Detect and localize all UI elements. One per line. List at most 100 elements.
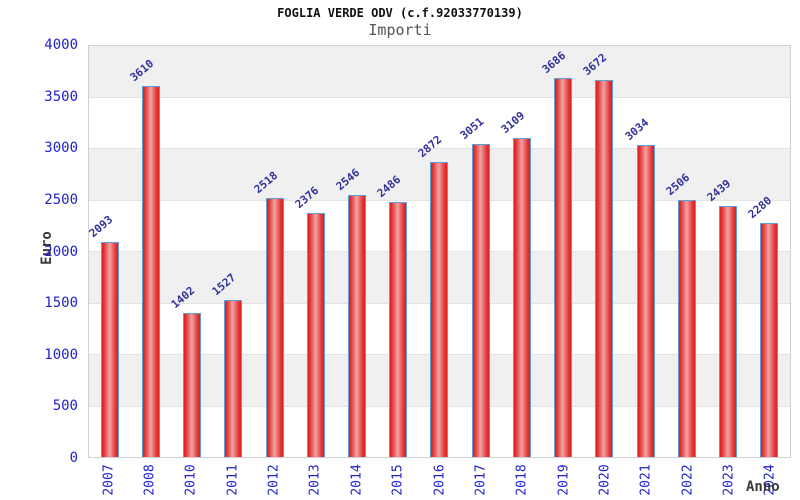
bars-container: 2093 3610 1402 1527 2518 2376 2546 2486 2872 3051…	[86, 46, 790, 457]
x-tick-label: 2019	[556, 464, 572, 496]
bar-2019: 3686	[540, 49, 573, 457]
bar-2013: 2376	[292, 184, 325, 457]
chart-title: FOGLIA VERDE ODV (c.f.92033770139)	[277, 6, 523, 20]
bar-slot: 2518	[251, 46, 295, 457]
y-tick-label: 1000	[44, 346, 78, 363]
bar-2016: 2872	[416, 133, 449, 457]
bar-slot: 2376	[292, 46, 336, 457]
bar-slot: 3610	[127, 46, 171, 457]
bar-value-label: 1402	[168, 283, 198, 311]
x-tick-label: 2007	[101, 464, 117, 496]
x-tick-slot: 2022	[667, 460, 708, 500]
y-axis-ticks: 4000 3500 3000 2500 2000 1500 1000 500 0	[0, 37, 78, 466]
bar-slot: 2506	[664, 46, 707, 457]
bar-2007: 2093	[86, 213, 119, 457]
x-axis-ticks: 2007 2008 2010 2011 2012 2013 2014 2015 2016 2017…	[88, 460, 791, 500]
bar-slot: 2872	[416, 46, 460, 457]
bar-slot: 3672	[581, 46, 625, 457]
y-tick-label: 1500	[44, 295, 78, 312]
x-tick-label: 2014	[349, 464, 365, 496]
bar-value-label: 2376	[292, 183, 322, 211]
x-tick-slot: 2018	[502, 460, 543, 500]
bar-2012: 2518	[251, 169, 284, 457]
bar-value-label: 2486	[374, 172, 404, 200]
bar-value-label: 2506	[663, 170, 693, 198]
bar-2018: 3109	[499, 109, 531, 457]
bar-slot: 2093	[86, 46, 130, 457]
x-tick-slot: 2020	[584, 460, 625, 500]
x-tick-slot: 2016	[419, 460, 460, 500]
x-tick-slot: 2021	[626, 460, 667, 500]
x-tick-label: 2023	[721, 464, 737, 496]
x-tick-slot: 2015	[378, 460, 419, 500]
bar-value-label: 3686	[539, 49, 569, 77]
x-tick-slot: 2014	[336, 460, 377, 500]
bar-slot: 3109	[499, 46, 542, 457]
x-tick-slot: 2023	[708, 460, 749, 500]
x-tick-slot: 2011	[212, 460, 253, 500]
bar-slot: 1527	[210, 46, 254, 457]
bar-2022: 2506	[664, 171, 696, 457]
bar-value-label: 3610	[127, 57, 157, 85]
bar-slot: 2280	[746, 46, 790, 457]
x-tick-label: 2013	[307, 464, 323, 496]
bar-2017: 3051	[457, 115, 490, 457]
x-tick-slot: 2010	[171, 460, 212, 500]
x-axis-title: Anno	[746, 479, 780, 495]
y-tick-label: 4000	[44, 37, 78, 53]
x-tick-label: 2021	[638, 464, 654, 496]
bar-2023: 2439	[705, 177, 738, 457]
bar-2008: 3610	[127, 57, 160, 457]
x-tick-label: 2008	[142, 464, 158, 496]
bar-value-label: 2872	[416, 132, 445, 160]
y-tick-label: 3000	[44, 140, 78, 157]
x-tick-slot: 2019	[543, 460, 584, 500]
bar-slot: 2439	[705, 46, 749, 457]
y-tick-label: 0	[69, 450, 78, 466]
bar-slot: 2546	[334, 46, 377, 457]
bar-2011: 1527	[210, 271, 243, 457]
x-tick-slot: 2012	[253, 460, 294, 500]
grid-band	[89, 46, 790, 97]
bar-slot: 2486	[375, 46, 419, 457]
bar-2015: 2486	[375, 173, 408, 457]
bar-slot: 1402	[169, 46, 212, 457]
bar-2020: 3672	[581, 51, 614, 457]
bar-value-label: 2546	[333, 166, 363, 194]
bar-2021: 3034	[622, 116, 655, 457]
x-tick-label: 2016	[432, 464, 448, 496]
x-tick-label: 2011	[225, 464, 241, 496]
grid-band	[89, 96, 790, 148]
bar-value-label: 3051	[457, 114, 487, 142]
x-tick-slot: 2007	[88, 460, 129, 500]
bar-value-label: 2439	[704, 177, 734, 205]
bar-value-label: 2280	[746, 193, 775, 221]
x-tick-slot: 2017	[460, 460, 501, 500]
bar-2010: 1402	[169, 284, 202, 457]
x-tick-slot: 2013	[295, 460, 336, 500]
bar-value-label: 3034	[622, 116, 651, 144]
bar-2014: 2546	[334, 166, 367, 457]
x-tick-label: 2018	[514, 464, 530, 496]
y-tick-label: 500	[52, 398, 78, 415]
x-tick-slot: 2008	[129, 460, 170, 500]
bar-slot: 3034	[622, 46, 666, 457]
x-tick-label: 2010	[183, 464, 199, 496]
x-tick-label: 2022	[680, 464, 696, 496]
bar-value-label: 3672	[581, 50, 610, 78]
bar-slot: 3686	[540, 46, 584, 457]
bar-value-label: 1527	[209, 271, 239, 299]
x-tick-label: 2020	[597, 464, 613, 496]
x-tick-label: 2012	[266, 464, 282, 496]
bar-value-label: 3109	[498, 108, 528, 136]
chart-subtitle: Importi	[368, 21, 432, 39]
plot-area: 2093 3610 1402 1527 2518 2376 2546 2486 2872 3051…	[86, 45, 791, 458]
x-tick-label: 2017	[473, 464, 489, 496]
bar-value-label: 2093	[86, 212, 115, 240]
bar-2024: 2280	[746, 194, 779, 457]
y-tick-label: 3500	[44, 88, 78, 105]
bar-value-label: 2518	[251, 169, 280, 197]
y-tick-label: 2000	[44, 243, 78, 260]
x-tick-label: 2015	[390, 464, 406, 496]
